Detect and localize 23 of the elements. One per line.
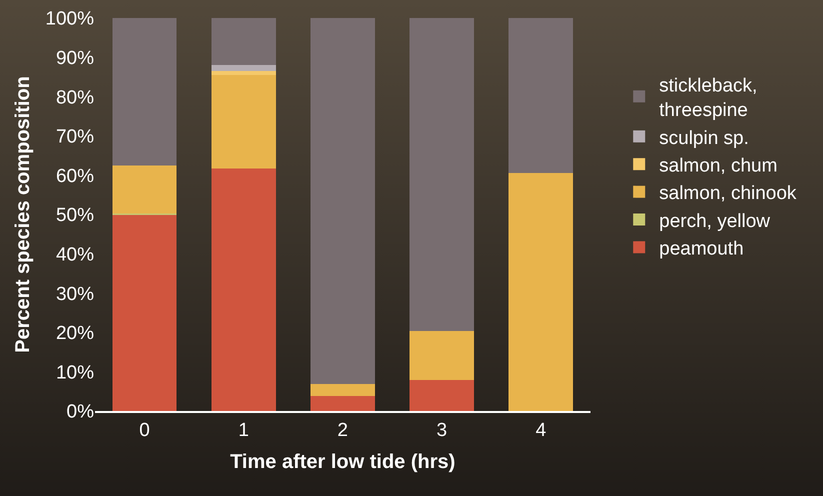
legend-label: salmon, chinook [659,183,797,204]
x-axis-title: Time after low tide (hrs) [230,450,456,473]
x-tick-label: 3 [436,420,448,441]
y-tick-label: 80% [56,87,94,108]
y-tick-label: 70% [56,126,94,148]
y-tick-label: 10% [56,362,94,384]
y-axis-title: Percent species composition [12,76,34,353]
y-tick-label: 20% [56,323,94,344]
legend-label: salmon, chum [659,156,778,177]
x-tick-label: 0 [139,420,150,441]
y-tick-label: 60% [56,166,94,187]
y-tick-label: 0% [66,402,94,423]
y-tick-label: 50% [56,205,94,226]
x-tick-label: 1 [238,420,249,441]
y-tick-label: 100% [45,8,94,30]
y-tick-label: 40% [56,244,94,266]
x-tick-label: 4 [536,420,547,441]
y-tick-label: 90% [56,48,94,69]
x-tick-label: 2 [337,420,348,441]
legend-label: sculpin sp. [659,128,749,149]
legend-label: peamouth [659,238,744,260]
legend-label: perch, yellow [659,210,770,232]
y-tick-label: 30% [56,284,94,305]
